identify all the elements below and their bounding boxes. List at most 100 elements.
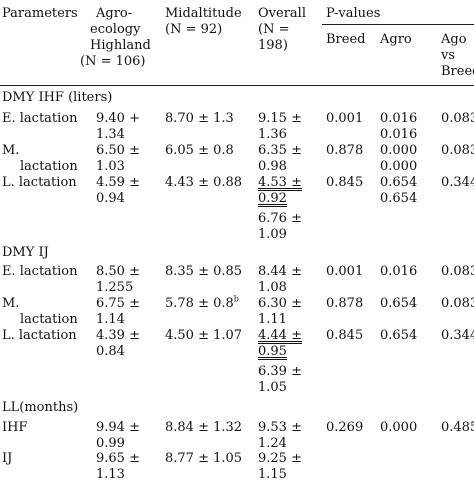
ll-ij-agro-2: 1.13 [96,467,125,482]
ihf-l-overall-1: 4.53 ± [258,175,302,190]
ll-ihf-breed: 0.269 [326,420,364,435]
section-dmy-ij: DMY IJ [2,245,49,260]
ij-l-agro-p: 0.654 [380,328,418,343]
ij-e-breed: 0.001 [326,264,364,279]
header-breed: Breed [326,32,366,47]
ll-ij-overall-2: 1.15 [258,467,287,482]
ll-ihf-avb: 0.485 [441,420,474,435]
header-pvalues: P-values [326,6,381,21]
ij-l-overall-2: 0.95 [258,344,287,359]
ihf-e-agro-p-2: 0.016 [380,127,418,142]
ij-l-agro-1: 4.39 ± [96,328,140,343]
ij-l-mid: 4.50 ± 1.07 [165,328,243,343]
ihf-e-label: E. lactation [2,111,78,126]
section-ll: LL(months) [2,400,79,415]
ij-l-agro-2: 0.84 [96,344,125,359]
ll-ij-overall-1: 9.25 ± [258,451,302,466]
ll-ihf-mid: 8.84 ± 1.32 [165,420,243,435]
ij-m-label-2: lactation [20,312,78,327]
ij-m-agro-1: 6.75 ± [96,296,140,311]
ihf-l-overall-2: 0.92 [258,191,287,206]
ll-ihf-agro-p: 0.000 [380,420,418,435]
ij-l-avb: 0.344 [441,328,474,343]
ihf-m-avb: 0.083 [441,143,474,158]
ihf-e-avb: 0.083 [441,111,474,126]
ij-m-mid-superscript: b [233,294,239,304]
ll-ihf-agro-2: 0.99 [96,436,125,451]
ij-e-overall-2: 1.08 [258,280,287,295]
ll-ij-agro-1: 9.65 ± [96,451,140,466]
ll-ij-mid: 8.77 ± 1.05 [165,451,243,466]
ihf-e-mid: 8.70 ± 1.3 [165,111,234,126]
ij-m-breed: 0.878 [326,296,364,311]
header-avb-2: vs [441,48,456,63]
ihf-l-agro-2: 0.94 [96,191,125,206]
ihf-e-overall-1: 9.15 ± [258,111,302,126]
header-mid-2: (N = 92) [165,22,223,37]
ij-l-breed: 0.845 [326,328,364,343]
ll-ihf-agro-1: 9.94 ± [96,420,140,435]
header-overall-1: Overall [258,6,306,21]
ihf-m-agro-2: 1.03 [96,159,125,174]
ihf-l-agro-p-1: 0.654 [380,175,418,190]
header-rule [0,85,474,86]
ihf-l-agro-p-2: 0.654 [380,191,418,206]
header-overall-2: (N = [258,22,290,37]
ihf-l-mid: 4.43 ± 0.88 [165,175,243,190]
ij-e-agro-p: 0.016 [380,264,418,279]
ij-m-mid: 5.78 ± 0.8b [165,294,239,312]
header-avb-1: Ago [441,32,467,47]
ihf-m-label-1: M. [2,143,20,158]
ij-l-overall-1: 4.44 ± [258,328,302,343]
ihf-m-agro-p-2: 0.000 [380,159,418,174]
ll-ij-label: IJ [2,451,13,466]
ihf-l-agro-1: 4.59 ± [96,175,140,190]
ihf-l-overall-3: 6.76 ± [258,211,302,226]
header-agro-p: Agro [380,32,412,47]
ihf-l-label: L. lactation [2,175,77,190]
ihf-m-overall-2: 0.98 [258,159,287,174]
ij-m-label-1: M. [2,296,20,311]
ij-e-agro-2: 1.255 [96,280,134,295]
ihf-l-breed: 0.845 [326,175,364,190]
ll-ihf-overall-2: 1.24 [258,436,287,451]
ihf-e-agro-p-1: 0.016 [380,111,418,126]
ihf-m-overall-1: 6.35 ± [258,143,302,158]
ihf-l-avb: 0.344 [441,175,474,190]
ll-ihf-overall-1: 9.53 ± [258,420,302,435]
ij-m-agro-2: 1.14 [96,312,125,327]
ihf-m-agro-p-1: 0.000 [380,143,418,158]
ij-e-avb: 0.083 [441,264,474,279]
ihf-e-breed: 0.001 [326,111,364,126]
ihf-e-overall-2: 1.36 [258,127,287,142]
ij-m-avb: 0.083 [441,296,474,311]
ihf-e-agro-2: 1.34 [96,127,125,142]
ihf-m-mid: 6.05 ± 0.8 [165,143,234,158]
ihf-l-overall-4: 1.09 [258,227,287,242]
header-avb-3: Breed [441,64,474,79]
ij-e-overall-1: 8.44 ± [258,264,302,279]
ij-l-overall-3: 6.39 ± [258,364,302,379]
ij-m-agro-p: 0.654 [380,296,418,311]
header-overall-3: 198) [258,38,288,53]
ihf-m-breed: 0.878 [326,143,364,158]
ihf-e-agro-1: 9.40 + [96,111,140,126]
header-mid-1: Midaltitude [165,6,242,21]
ij-l-overall-4: 1.05 [258,380,287,395]
ij-m-mid-value: 5.78 ± 0.8 [165,296,234,311]
header-parameters: Parameters [2,6,78,21]
header-agro-1: Agro- [96,6,133,21]
section-dmy-ihf: DMY IHF (liters) [2,90,113,105]
ij-e-label: E. lactation [2,264,78,279]
ij-e-mid: 8.35 ± 0.85 [165,264,243,279]
ij-m-overall-1: 6.30 ± [258,296,302,311]
ll-ihf-label: IHF [2,420,28,435]
ij-m-overall-2: 1.11 [258,312,287,327]
header-agro-4: (N = 106) [80,54,146,69]
ij-l-label: L. lactation [2,328,77,343]
pvalues-rule [322,24,474,25]
ihf-m-agro-1: 6.50 ± [96,143,140,158]
ij-e-agro-1: 8.50 ± [96,264,140,279]
header-agro-3: Highland [90,38,151,53]
header-agro-2: ecology [90,22,141,37]
